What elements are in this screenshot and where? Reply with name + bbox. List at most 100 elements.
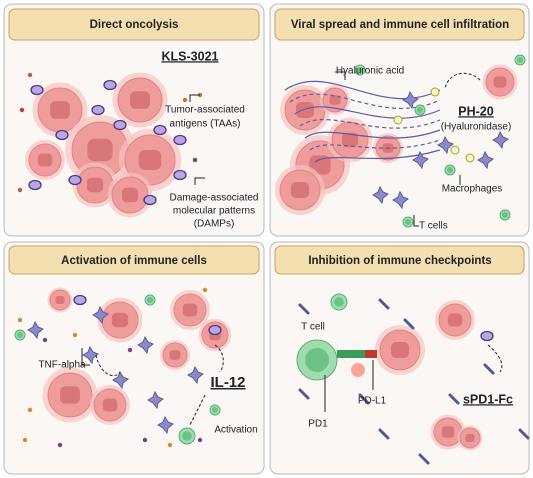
leader-line bbox=[194, 177, 205, 185]
arrow bbox=[95, 354, 121, 377]
virus bbox=[173, 134, 187, 146]
particle bbox=[27, 72, 33, 78]
label: TNF-alpha bbox=[38, 360, 86, 371]
particle bbox=[197, 437, 203, 443]
arrow bbox=[487, 344, 503, 373]
tumor-nucleus bbox=[341, 132, 359, 148]
tumor-nucleus bbox=[55, 296, 65, 304]
t-cell-nucleus bbox=[405, 219, 411, 225]
tumor-nucleus bbox=[138, 150, 162, 170]
particle bbox=[19, 107, 25, 113]
hyaluronic-acid bbox=[289, 93, 441, 110]
label: Damage-associated bbox=[170, 193, 259, 204]
macrophage bbox=[27, 320, 44, 340]
tumor-nucleus bbox=[391, 342, 409, 358]
t-cell-nucleus bbox=[517, 57, 523, 63]
macrophage bbox=[92, 305, 109, 325]
hyaluronic-acid bbox=[299, 118, 441, 129]
macrophage bbox=[112, 370, 129, 390]
label: PD1 bbox=[308, 419, 328, 430]
t-cell-nucleus bbox=[305, 348, 329, 372]
panel-header bbox=[8, 245, 260, 275]
label: (DAMPs) bbox=[194, 219, 235, 230]
macrophage bbox=[147, 390, 164, 410]
macrophage bbox=[492, 130, 509, 150]
panel-title: Activation of immune cells bbox=[61, 255, 207, 267]
particle bbox=[42, 337, 48, 343]
ph20-enzyme bbox=[430, 87, 440, 97]
particle bbox=[182, 97, 188, 103]
macrophage bbox=[477, 150, 494, 170]
t-cell-nucleus bbox=[417, 107, 423, 113]
agent-label: sPD1-Fc bbox=[463, 392, 513, 406]
panel-header bbox=[8, 8, 260, 41]
particle bbox=[127, 347, 133, 353]
panel-title: Inhibition of immune checkpoints bbox=[308, 255, 491, 267]
label: antigens (TAAs) bbox=[170, 119, 241, 130]
particle bbox=[27, 407, 33, 413]
macrophage bbox=[372, 185, 389, 205]
tumor-nucleus bbox=[102, 398, 118, 412]
tumor-nucleus bbox=[182, 303, 198, 317]
tumor-nucleus bbox=[111, 312, 129, 328]
virus bbox=[173, 169, 187, 181]
t-cell-nucleus bbox=[447, 167, 453, 173]
ph20-enzyme bbox=[393, 115, 403, 125]
antibody bbox=[378, 298, 390, 310]
macrophage bbox=[392, 190, 409, 210]
particle bbox=[142, 437, 148, 443]
macrophage bbox=[157, 415, 174, 435]
tumor-nucleus bbox=[291, 182, 309, 198]
antibody bbox=[448, 393, 460, 405]
macrophage bbox=[82, 345, 99, 365]
t-cell-nucleus bbox=[212, 407, 218, 413]
particle bbox=[17, 187, 23, 193]
virus bbox=[55, 129, 69, 141]
macrophage bbox=[187, 365, 204, 385]
particle bbox=[72, 332, 78, 338]
t-cell-nucleus bbox=[17, 332, 23, 338]
virus bbox=[28, 179, 42, 191]
hyaluronic-acid bbox=[284, 80, 441, 100]
tumor-nucleus bbox=[296, 102, 314, 118]
particle bbox=[167, 442, 173, 448]
virus bbox=[143, 194, 157, 206]
agent-label: KLS-3021 bbox=[162, 49, 219, 63]
antibody bbox=[518, 428, 530, 440]
label: T cell bbox=[301, 322, 325, 333]
agent-label: IL-12 bbox=[210, 374, 245, 391]
arrow bbox=[189, 394, 206, 426]
tumor-nucleus bbox=[37, 153, 53, 167]
virus bbox=[153, 124, 167, 136]
label: Hyaluronic acid bbox=[336, 66, 404, 77]
label: T cells bbox=[419, 221, 448, 232]
glow bbox=[351, 363, 365, 377]
antibody bbox=[298, 388, 310, 400]
antibody bbox=[418, 453, 430, 465]
tumor-nucleus bbox=[169, 350, 181, 360]
t-cell-nucleus bbox=[182, 431, 192, 441]
label: PD-L1 bbox=[358, 396, 387, 407]
leader-line bbox=[335, 71, 346, 80]
antibody bbox=[403, 318, 415, 330]
virus bbox=[480, 330, 494, 342]
tumor-nucleus bbox=[86, 177, 104, 193]
particle bbox=[17, 317, 23, 323]
virus bbox=[113, 119, 127, 131]
panel-header bbox=[274, 245, 525, 275]
tumor-nucleus bbox=[60, 386, 80, 404]
ph20-enzyme bbox=[450, 145, 460, 155]
label: molecular patterns bbox=[173, 206, 255, 217]
label: Macrophages bbox=[442, 184, 503, 195]
particle bbox=[22, 437, 28, 443]
tumor-nucleus bbox=[441, 426, 455, 438]
antibody bbox=[483, 363, 495, 375]
t-cell-nucleus bbox=[147, 297, 153, 303]
tumor-nucleus bbox=[87, 138, 113, 162]
hyaluronic-acid bbox=[304, 129, 441, 139]
labels: Direct oncolysis Viral spread and immune… bbox=[38, 19, 513, 436]
tumor-nucleus bbox=[121, 187, 139, 203]
macrophage bbox=[402, 90, 419, 110]
leader-line bbox=[413, 215, 419, 227]
